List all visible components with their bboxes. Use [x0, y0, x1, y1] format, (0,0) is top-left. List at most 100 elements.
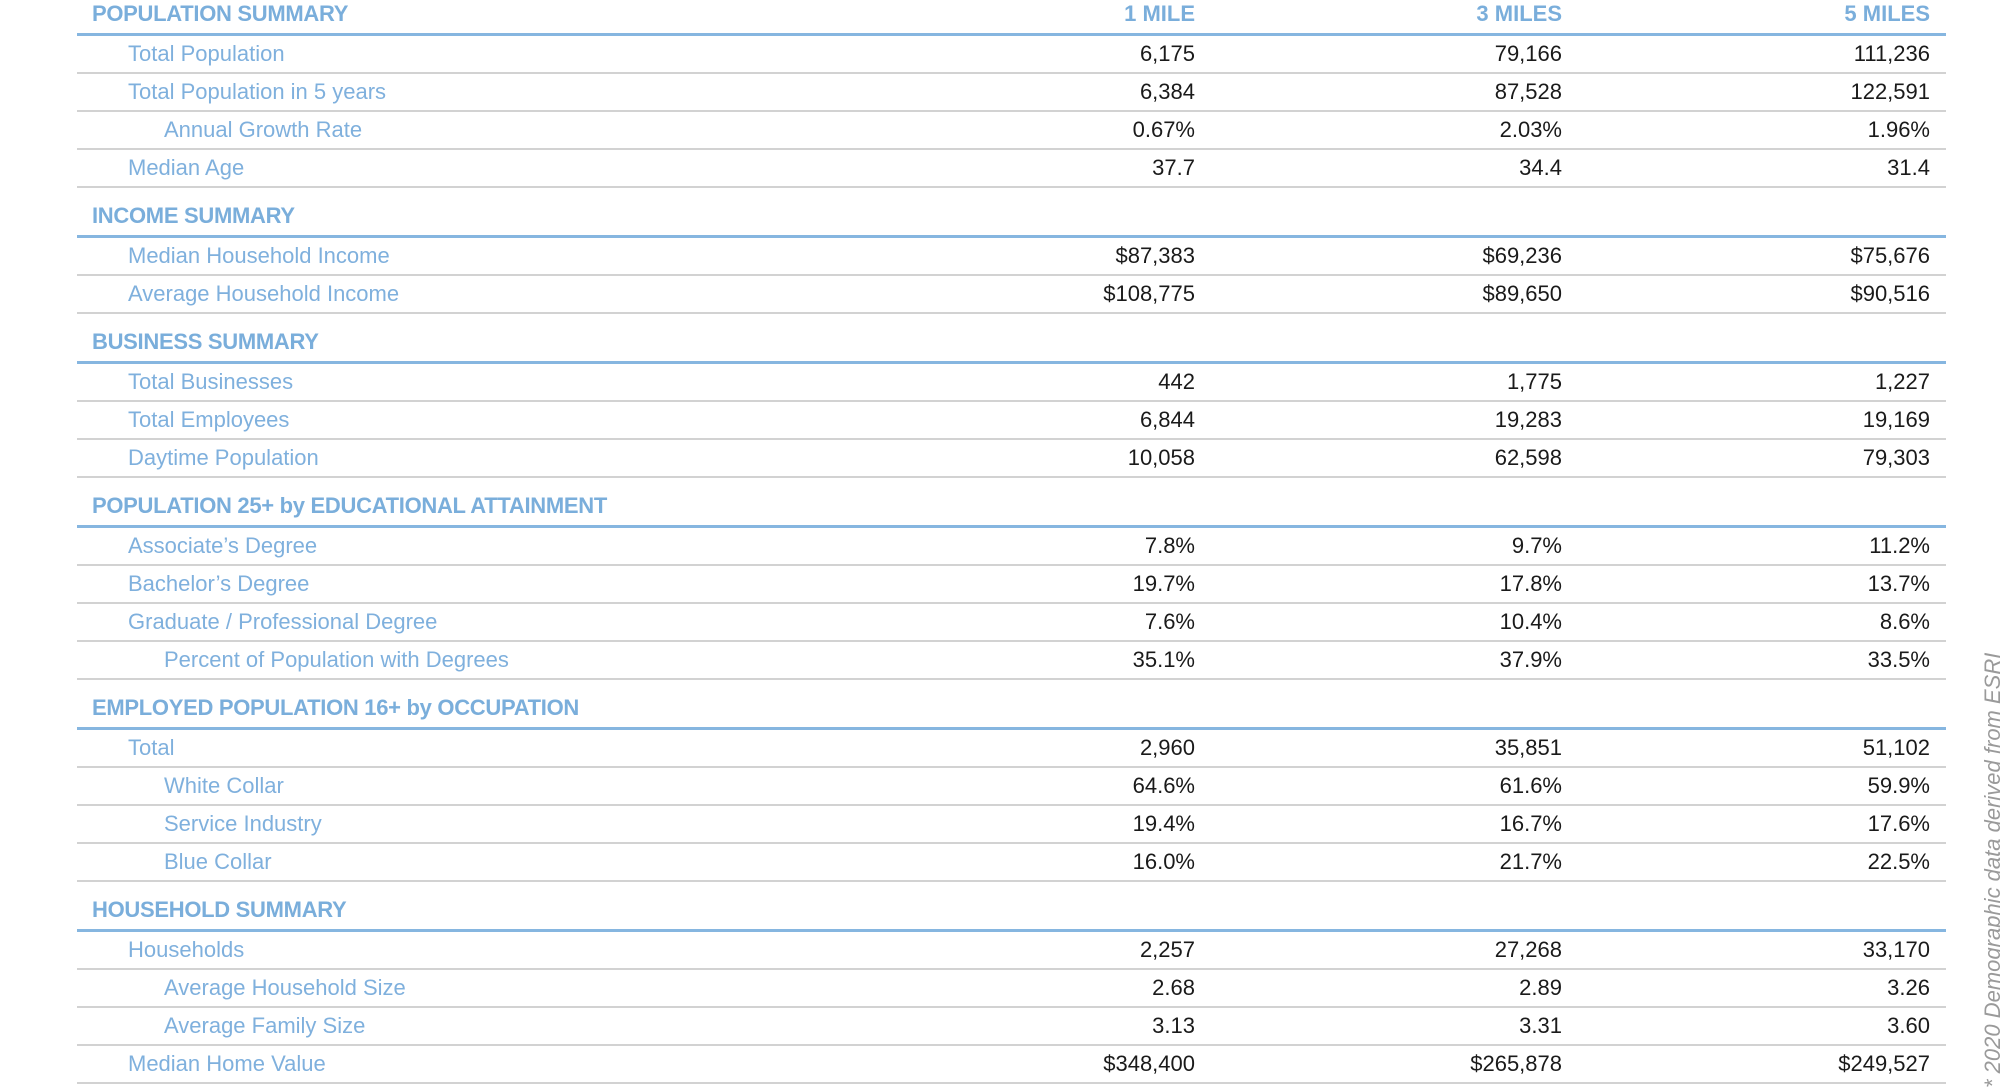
- row-value: 17.6%: [1867, 811, 1930, 836]
- row-value: 6,844: [1139, 407, 1195, 432]
- row-value: 19.7%: [1132, 571, 1195, 596]
- row-value: 33.5%: [1867, 647, 1930, 672]
- row-value: $348,400: [1103, 1051, 1195, 1076]
- row-value: 19.4%: [1132, 811, 1195, 836]
- row-label: Average Household Size: [164, 975, 406, 1000]
- row-value: 19,283: [1494, 407, 1562, 432]
- table-row: White Collar 64.6% 61.6% 59.9%: [77, 768, 1946, 806]
- row-label: Median Household Income: [128, 243, 390, 268]
- row-value: 35,851: [1494, 735, 1562, 760]
- row-value: 9.7%: [1511, 533, 1562, 558]
- row-value: 3.13: [1152, 1013, 1195, 1038]
- table-row: Average Household Size 2.68 2.89 3.26: [77, 970, 1946, 1008]
- row-label: Graduate / Professional Degree: [128, 609, 438, 634]
- row-value: 1.96%: [1867, 117, 1930, 142]
- row-value: 2,257: [1139, 937, 1195, 962]
- row-label: Households: [128, 937, 245, 962]
- row-value: 3.26: [1887, 975, 1930, 1000]
- section-title: INCOME SUMMARY: [92, 203, 295, 228]
- row-value: 16.0%: [1132, 849, 1195, 874]
- row-value: 37.9%: [1499, 647, 1562, 672]
- section-title: POPULATION 25+ by EDUCATIONAL ATTAINMENT: [92, 493, 608, 518]
- row-label: Percent of Population with Degrees: [164, 647, 509, 672]
- row-value: $108,775: [1103, 281, 1195, 306]
- row-value: 79,303: [1862, 445, 1930, 470]
- table-row: Annual Growth Rate 0.67% 2.03% 1.96%: [77, 112, 1946, 150]
- row-value: 31.4: [1887, 155, 1930, 180]
- section-title: HOUSEHOLD SUMMARY: [92, 897, 347, 922]
- row-value: 2.03%: [1499, 117, 1562, 142]
- row-value: 111,236: [1853, 41, 1930, 66]
- row-value: 34.4: [1519, 155, 1562, 180]
- row-label: Average Household Income: [128, 281, 400, 306]
- row-value: 13.7%: [1867, 571, 1930, 596]
- row-value: 11.2%: [1869, 533, 1930, 558]
- row-label: Daytime Population: [128, 445, 319, 470]
- row-label: Associate’s Degree: [128, 533, 318, 558]
- table-row: Daytime Population 10,058 62,598 79,303: [77, 440, 1946, 478]
- section-header: HOUSEHOLD SUMMARY: [77, 882, 1946, 932]
- row-value: 10,058: [1127, 445, 1195, 470]
- section-header: BUSINESS SUMMARY: [77, 314, 1946, 364]
- row-value: 0.67%: [1132, 117, 1195, 142]
- demographics-table: POPULATION SUMMARY 1 MILE 3 MILES 5 MILES To…: [77, 0, 1946, 1084]
- row-label: Total Population: [128, 41, 285, 66]
- row-label: Average Family Size: [164, 1013, 366, 1038]
- section-title: BUSINESS SUMMARY: [92, 329, 319, 354]
- row-value: $69,236: [1482, 243, 1562, 268]
- section-title: POPULATION SUMMARY: [92, 1, 349, 26]
- row-value: 35.1%: [1132, 647, 1195, 672]
- table-row: Total Businesses 442 1,775 1,227: [77, 364, 1946, 402]
- table-row: Total Population in 5 years 6,384 87,528 12…: [77, 74, 1946, 112]
- column-header: 1 MILE: [1124, 1, 1195, 26]
- row-value: 7.6%: [1144, 609, 1195, 634]
- row-value: $87,383: [1115, 243, 1195, 268]
- row-value: $89,650: [1482, 281, 1562, 306]
- table-row: Graduate / Professional Degree 7.6% 10.4% 8…: [77, 604, 1946, 642]
- row-value: 59.9%: [1867, 773, 1930, 798]
- table-row: Total Employees 6,844 19,283 19,169: [77, 402, 1946, 440]
- row-value: 2.68: [1152, 975, 1195, 1000]
- row-label: Blue Collar: [164, 849, 272, 874]
- row-value: 62,598: [1494, 445, 1562, 470]
- row-value: $75,676: [1850, 243, 1930, 268]
- column-header: 5 MILES: [1844, 1, 1930, 26]
- row-label: Annual Growth Rate: [164, 117, 363, 142]
- row-value: 10.4%: [1499, 609, 1562, 634]
- section-header: INCOME SUMMARY: [77, 188, 1946, 238]
- row-value: $90,516: [1850, 281, 1930, 306]
- row-value: 64.6%: [1132, 773, 1195, 798]
- row-value: $265,878: [1470, 1051, 1562, 1076]
- table-row: Blue Collar 16.0% 21.7% 22.5%: [77, 844, 1946, 882]
- row-label: Bachelor’s Degree: [128, 571, 310, 596]
- section-header: POPULATION 25+ by EDUCATIONAL ATTAINMENT: [77, 478, 1946, 528]
- row-label: Total Population in 5 years: [128, 79, 387, 104]
- row-value: 61.6%: [1499, 773, 1562, 798]
- row-value: 79,166: [1494, 41, 1562, 66]
- row-value: 16.7%: [1499, 811, 1562, 836]
- row-label: Median Age: [128, 155, 245, 180]
- row-value: $249,527: [1838, 1051, 1930, 1076]
- row-label: Median Home Value: [128, 1051, 326, 1076]
- row-label: Total Businesses: [128, 369, 294, 394]
- row-value: 1,227: [1874, 369, 1930, 394]
- row-value: 21.7%: [1499, 849, 1562, 874]
- row-label: Total: [128, 735, 175, 760]
- row-value: 6,384: [1139, 79, 1195, 104]
- row-value: 37.7: [1152, 155, 1195, 180]
- row-value: 1,775: [1506, 369, 1562, 394]
- table-row: Median Age 37.7 34.4 31.4: [77, 150, 1946, 188]
- table-row: Percent of Population with Degrees 35.1% 3…: [77, 642, 1946, 680]
- table-row: Total Population 6,175 79,166 111,236: [77, 36, 1946, 74]
- row-value: 2.89: [1519, 975, 1562, 1000]
- row-value: 19,169: [1862, 407, 1930, 432]
- row-label: White Collar: [164, 773, 284, 798]
- section-title: EMPLOYED POPULATION 16+ by OCCUPATION: [92, 695, 580, 720]
- row-value: 51,102: [1862, 735, 1930, 760]
- table-row: Average Household Income $108,775 $89,650 $…: [77, 276, 1946, 314]
- row-value: 3.60: [1887, 1013, 1930, 1038]
- table-row: Total 2,960 35,851 51,102: [77, 730, 1946, 768]
- row-value: 3.31: [1519, 1013, 1562, 1038]
- row-value: 33,170: [1862, 937, 1930, 962]
- row-value: 7.8%: [1144, 533, 1195, 558]
